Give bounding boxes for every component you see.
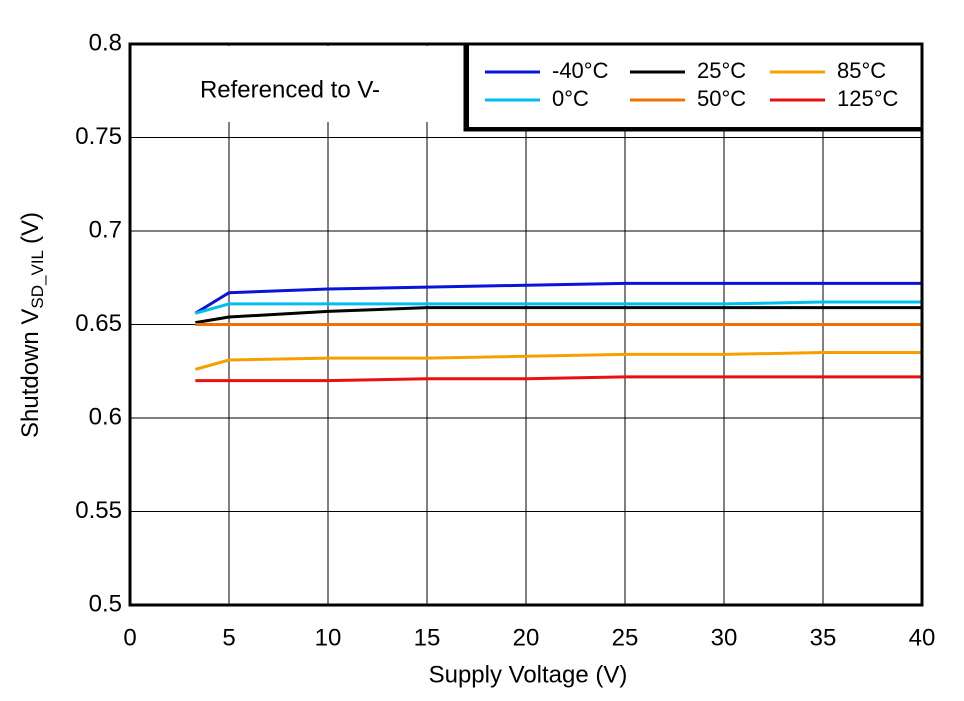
y-tick-label: 0.6	[89, 403, 122, 430]
y-label-unit: (V)	[17, 212, 44, 244]
y-axis-label: Shutdown VSD_VIL (V)	[17, 212, 47, 438]
data-line	[194, 300, 922, 315]
y-label-subscript: SD_VIL	[28, 250, 47, 309]
x-tick-label: 30	[711, 624, 738, 651]
x-tick-label: 5	[222, 624, 235, 651]
legend-label: 0°C	[552, 86, 589, 111]
legend-box	[463, 42, 924, 132]
y-label-main: Shutdown V	[17, 309, 44, 438]
x-tick-label: 40	[909, 624, 936, 651]
annotation: Referenced to V-	[200, 76, 380, 103]
legend-label: -40°C	[552, 58, 609, 83]
x-tick-label: 10	[315, 624, 342, 651]
legend-label: 85°C	[837, 58, 886, 83]
y-tick-label: 0.75	[75, 123, 122, 150]
legend-label: 25°C	[697, 58, 746, 83]
y-tick-label: 0.5	[89, 590, 122, 617]
data-line	[194, 351, 922, 371]
x-tick-label: 15	[414, 624, 441, 651]
annotation-box	[132, 46, 462, 122]
legend-label: 125°C	[837, 86, 899, 111]
x-tick-label: 35	[810, 624, 837, 651]
data-line	[194, 281, 922, 315]
x-tick-label: 20	[513, 624, 540, 651]
y-tick-label: 0.7	[89, 216, 122, 243]
data-line	[195, 375, 922, 383]
legend-label: 50°C	[697, 86, 746, 111]
y-tick-label: 0.55	[75, 497, 122, 524]
y-tick-label: 0.8	[89, 29, 122, 56]
y-tick-label: 0.65	[75, 310, 122, 337]
x-axis-label: Supply Voltage (V)	[429, 661, 628, 688]
x-tick-label: 0	[123, 624, 136, 651]
data-line	[195, 306, 922, 325]
x-tick-label: 25	[612, 624, 639, 651]
